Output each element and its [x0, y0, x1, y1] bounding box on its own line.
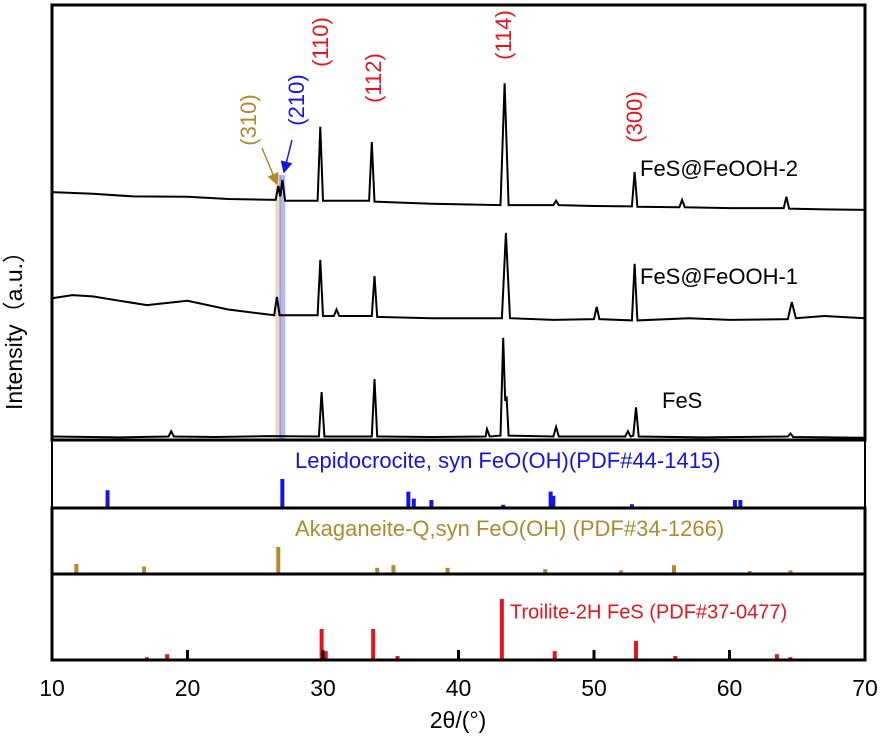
- reference-stick: [375, 567, 380, 573]
- reference-stick: [747, 570, 752, 573]
- reference-stick: [738, 500, 743, 507]
- x-axis-label: 2θ/(°): [430, 707, 487, 733]
- reference-stick: [276, 547, 281, 573]
- reference-stick: [788, 570, 793, 573]
- reference-stick: [391, 565, 396, 573]
- peak-label: (310): [236, 94, 261, 145]
- x-tick-label: 40: [446, 675, 472, 701]
- reference-label: Akaganeite-Q,syn FeO(OH) (PDF#34-1266): [295, 516, 724, 541]
- reference-stick: [371, 629, 376, 659]
- curve-label: FeS@FeOOH-2: [640, 156, 798, 181]
- reference-stick: [411, 498, 416, 507]
- reference-stick: [144, 657, 149, 659]
- x-tick-label: 60: [717, 675, 743, 701]
- reference-stick: [774, 654, 779, 659]
- peak-label: (210): [284, 74, 309, 125]
- peak-label: (300): [622, 91, 647, 142]
- reference-stick: [543, 569, 548, 573]
- x-tick-label: 50: [581, 675, 607, 701]
- reference-label: Lepidocrocite, syn FeO(OH)(PDF#44-1415): [295, 448, 721, 473]
- reference-stick: [788, 657, 793, 659]
- reference-stick: [105, 490, 110, 507]
- xrd-curve: [51, 83, 866, 211]
- reference-stick: [406, 491, 411, 507]
- reference-stick: [619, 570, 624, 573]
- peak-label: (110): [308, 17, 333, 67]
- reference-label: Troilite-2H FeS (PDF#37-0477): [510, 601, 787, 623]
- y-axis-label: Intensity（a.u.）: [1, 240, 27, 410]
- reference-stick: [671, 565, 676, 573]
- reference-stick: [429, 500, 434, 507]
- reference-stick: [499, 599, 504, 659]
- reference-stick: [673, 656, 678, 659]
- peak-label: (112): [361, 53, 386, 103]
- reference-stick: [501, 504, 506, 507]
- annotation-arrow: [261, 147, 279, 186]
- reference-stick: [634, 641, 639, 659]
- peak-label: (114): [491, 10, 516, 60]
- reference-stick: [732, 500, 737, 507]
- x-tick-label: 10: [39, 675, 65, 701]
- xrd-curve: [51, 337, 866, 439]
- panel-frame: [50, 3, 867, 442]
- reference-stick: [445, 567, 450, 573]
- annotation-arrow: [280, 139, 293, 174]
- reference-stick: [323, 651, 328, 659]
- reference-stick: [319, 629, 324, 659]
- reference-stick: [165, 654, 170, 659]
- reference-stick: [74, 563, 79, 573]
- curve-label: FeS@FeOOH-1: [640, 264, 798, 289]
- panel-frame: [50, 572, 867, 662]
- highlight-band: [279, 175, 286, 440]
- reference-stick: [548, 491, 553, 507]
- reference-stick: [551, 495, 556, 507]
- x-tick-label: 30: [310, 675, 336, 701]
- reference-stick: [629, 504, 634, 507]
- x-tick-label: 20: [175, 675, 201, 701]
- x-tick-label: 70: [852, 675, 878, 701]
- curve-label: FeS: [662, 388, 702, 413]
- reference-stick: [395, 656, 400, 659]
- reference-stick: [280, 479, 285, 507]
- reference-stick: [142, 566, 147, 573]
- xrd-curve: [51, 232, 866, 322]
- reference-stick: [552, 651, 557, 659]
